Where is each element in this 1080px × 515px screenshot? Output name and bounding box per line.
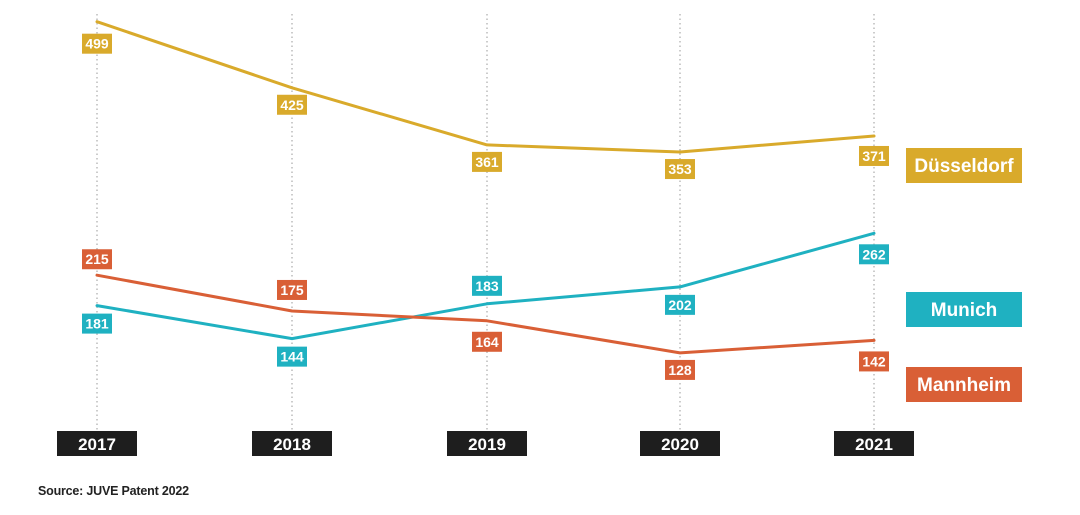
legend-label-munich: Munich	[931, 300, 998, 321]
legend-box-dsseldorf	[906, 148, 1022, 183]
data-label-munich-2017: 181	[85, 316, 109, 332]
year-box-2019	[447, 431, 527, 456]
year-box-2021	[834, 431, 914, 456]
series-line-dsseldorf	[95, 20, 876, 154]
data-label-dsseldorf-2020: 353	[668, 161, 692, 177]
year-box-2017	[57, 431, 137, 456]
data-label-box-dsseldorf-2021	[859, 145, 889, 166]
data-label-box-munich-2019	[472, 275, 502, 296]
data-label-munich-2020: 202	[668, 297, 692, 313]
data-label-box-mannheim-2021	[859, 351, 889, 372]
data-label-mannheim-2017: 215	[85, 251, 109, 267]
data-label-box-dsseldorf-2019	[472, 151, 502, 172]
data-label-dsseldorf-2021: 371	[862, 148, 886, 164]
legend-label-dsseldorf: Düsseldorf	[914, 156, 1014, 177]
x-tick-label-2017: 2017	[78, 435, 116, 454]
data-label-munich-2019: 183	[475, 278, 499, 294]
data-label-munich-2018: 144	[280, 349, 304, 365]
data-label-box-mannheim-2018	[277, 279, 307, 300]
series-line-munich	[95, 231, 876, 341]
x-tick-label-2018: 2018	[273, 435, 311, 454]
data-label-box-dsseldorf-2020	[665, 159, 695, 180]
data-label-mannheim-2021: 142	[862, 353, 886, 369]
source-note: Source: JUVE Patent 2022	[38, 484, 189, 498]
data-label-box-mannheim-2019	[472, 331, 502, 352]
data-label-mannheim-2018: 175	[280, 282, 304, 298]
legend-box-munich	[906, 292, 1022, 327]
x-tick-label-2019: 2019	[468, 435, 506, 454]
data-label-dsseldorf-2017: 499	[85, 36, 109, 52]
data-label-box-munich-2018	[277, 346, 307, 367]
legend-label-mannheim: Mannheim	[917, 375, 1011, 396]
data-label-box-dsseldorf-2018	[277, 94, 307, 115]
x-tick-label-2020: 2020	[661, 435, 699, 454]
data-label-box-mannheim-2017	[82, 249, 112, 270]
legend-box-mannheim	[906, 367, 1022, 402]
data-label-box-munich-2017	[82, 313, 112, 334]
data-label-box-dsseldorf-2017	[82, 33, 112, 54]
year-box-2018	[252, 431, 332, 456]
data-label-mannheim-2020: 128	[668, 362, 692, 378]
data-label-dsseldorf-2018: 425	[280, 97, 304, 113]
data-label-mannheim-2019: 164	[475, 334, 499, 350]
data-label-munich-2021: 262	[862, 246, 886, 262]
year-box-2020	[640, 431, 720, 456]
x-tick-label-2021: 2021	[855, 435, 893, 454]
data-label-box-munich-2021	[859, 244, 889, 265]
series-line-mannheim	[95, 273, 876, 355]
data-label-box-mannheim-2020	[665, 359, 695, 380]
data-label-dsseldorf-2019: 361	[475, 154, 499, 170]
data-label-box-munich-2020	[665, 294, 695, 315]
